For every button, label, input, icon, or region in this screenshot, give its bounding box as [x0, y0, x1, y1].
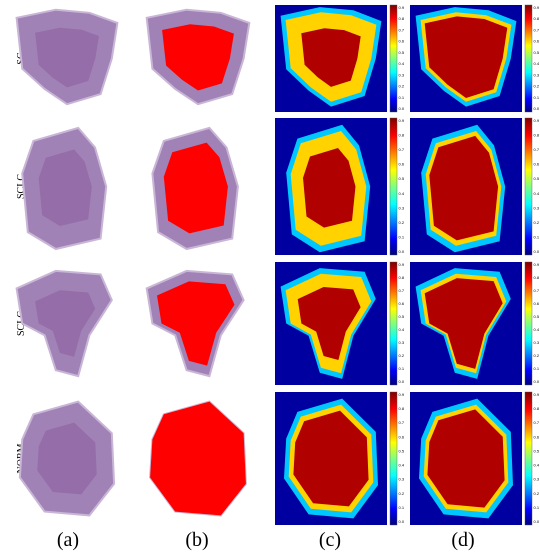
colorbar-tick-label: 0.4: [534, 191, 540, 196]
colorbar-tick-label: 0.4: [399, 191, 405, 196]
colorbar-tick-label: 0.1: [534, 234, 540, 239]
column-caption: (b): [185, 529, 208, 551]
colorbar: [390, 5, 397, 112]
colorbar-tick-label: 0.2: [399, 491, 405, 496]
colorbar-tick-label: 0.3: [399, 205, 405, 210]
tissue-detail: [39, 150, 92, 227]
colorbar: [390, 118, 397, 255]
column-caption: (c): [319, 529, 341, 551]
colorbar-tick-label: 0.2: [399, 84, 405, 89]
colorbar-tick-label: 0.4: [399, 61, 405, 66]
colorbar: [390, 392, 397, 525]
colorbar-tick-label: 0.8: [399, 133, 405, 138]
colorbar-tick-label: 0.0: [399, 106, 405, 111]
colorbar-tick-label: 0.7: [399, 288, 405, 293]
colorbar-tick-label: 0.7: [399, 420, 405, 425]
colorbar-tick-label: 0.0: [399, 519, 405, 524]
colorbar: [525, 262, 532, 385]
colorbar: [390, 262, 397, 385]
colorbar-tick-label: 0.3: [399, 477, 405, 482]
colorbar-tick-label: 0.1: [399, 366, 405, 371]
colorbar-tick-label: 0.2: [399, 220, 405, 225]
colorbar-tick-label: 0.6: [534, 301, 540, 306]
colorbar-tick-label: 0.0: [534, 379, 540, 384]
colorbar-tick-label: 0.6: [399, 301, 405, 306]
colorbar-tick-label: 0.4: [534, 463, 540, 468]
colorbar-tick-label: 0.5: [399, 314, 405, 319]
colorbar-tick-label: 0.7: [534, 27, 540, 32]
colorbar-tick-label: 0.2: [399, 353, 405, 358]
colorbar-tick-label: 0.9: [399, 5, 405, 10]
column-caption: (d): [451, 529, 474, 551]
colorbar-tick-label: 0.3: [534, 205, 540, 210]
heatmap-high: [303, 148, 356, 228]
colorbar-tick-label: 0.5: [399, 50, 405, 55]
colorbar-tick-label: 0.6: [534, 434, 540, 439]
colorbar-tick-label: 0.3: [534, 340, 540, 345]
colorbar-tick-label: 0.6: [534, 39, 540, 44]
colorbar-tick-label: 0.2: [534, 84, 540, 89]
colorbar-tick-label: 0.0: [399, 249, 405, 254]
colorbar-tick-label: 0.2: [534, 220, 540, 225]
colorbar-tick-label: 0.1: [399, 234, 405, 239]
colorbar-tick-label: 0.9: [534, 118, 540, 123]
colorbar-tick-label: 0.9: [534, 5, 540, 10]
colorbar-tick-label: 0.1: [534, 366, 540, 371]
colorbar-tick-label: 0.8: [399, 275, 405, 280]
colorbar-tick-label: 0.9: [399, 262, 405, 267]
colorbar-tick-label: 0.5: [534, 448, 540, 453]
colorbar-tick-label: 0.8: [399, 406, 405, 411]
colorbar: [525, 392, 532, 525]
colorbar-tick-label: 0.8: [534, 133, 540, 138]
colorbar-tick-label: 0.6: [399, 162, 405, 167]
column-caption: (a): [57, 529, 79, 551]
colorbar-tick-label: 0.4: [534, 61, 540, 66]
colorbar-tick-label: 0.0: [534, 106, 540, 111]
colorbar: [525, 5, 532, 112]
colorbar-tick-label: 0.5: [399, 448, 405, 453]
colorbar-tick-label: 0.9: [534, 392, 540, 397]
colorbar-tick-label: 0.7: [399, 147, 405, 152]
colorbar-tick-label: 0.3: [399, 340, 405, 345]
colorbar-tick-label: 0.2: [534, 491, 540, 496]
colorbar-tick-label: 0.9: [399, 118, 405, 123]
colorbar-tick-label: 0.4: [534, 327, 540, 332]
colorbar-tick-label: 0.8: [534, 275, 540, 280]
colorbar-tick-label: 0.5: [534, 176, 540, 181]
colorbar-tick-label: 0.3: [534, 477, 540, 482]
colorbar: [525, 118, 532, 255]
colorbar-tick-label: 0.8: [534, 16, 540, 21]
colorbar-tick-label: 0.5: [534, 314, 540, 319]
figure: SC0.00.10.20.30.40.50.60.70.80.90.00.10.…: [0, 0, 540, 552]
colorbar-tick-label: 0.6: [534, 162, 540, 167]
colorbar-tick-label: 0.9: [399, 392, 405, 397]
colorbar-tick-label: 0.2: [534, 353, 540, 358]
colorbar-tick-label: 0.5: [399, 176, 405, 181]
colorbar-tick-label: 0.7: [534, 147, 540, 152]
colorbar-tick-label: 0.6: [399, 39, 405, 44]
colorbar-tick-label: 0.1: [399, 95, 405, 100]
colorbar-tick-label: 0.7: [534, 288, 540, 293]
colorbar-tick-label: 0.1: [534, 95, 540, 100]
colorbar-tick-label: 0.7: [399, 27, 405, 32]
colorbar-tick-label: 0.8: [399, 16, 405, 21]
colorbar-tick-label: 0.3: [399, 72, 405, 77]
colorbar-tick-label: 0.6: [399, 434, 405, 439]
colorbar-tick-label: 0.1: [399, 505, 405, 510]
tumor-mask: [164, 143, 228, 234]
colorbar-tick-label: 0.0: [534, 519, 540, 524]
colorbar-tick-label: 0.9: [534, 262, 540, 267]
colorbar-tick-label: 0.8: [534, 406, 540, 411]
heatmap-high: [429, 136, 498, 241]
colorbar-tick-label: 0.3: [534, 72, 540, 77]
colorbar-tick-label: 0.7: [534, 420, 540, 425]
colorbar-tick-label: 0.4: [399, 327, 405, 332]
colorbar-tick-label: 0.5: [534, 50, 540, 55]
colorbar-tick-label: 0.0: [534, 249, 540, 254]
colorbar-tick-label: 0.4: [399, 463, 405, 468]
colorbar-tick-label: 0.1: [534, 505, 540, 510]
colorbar-tick-label: 0.0: [399, 379, 405, 384]
